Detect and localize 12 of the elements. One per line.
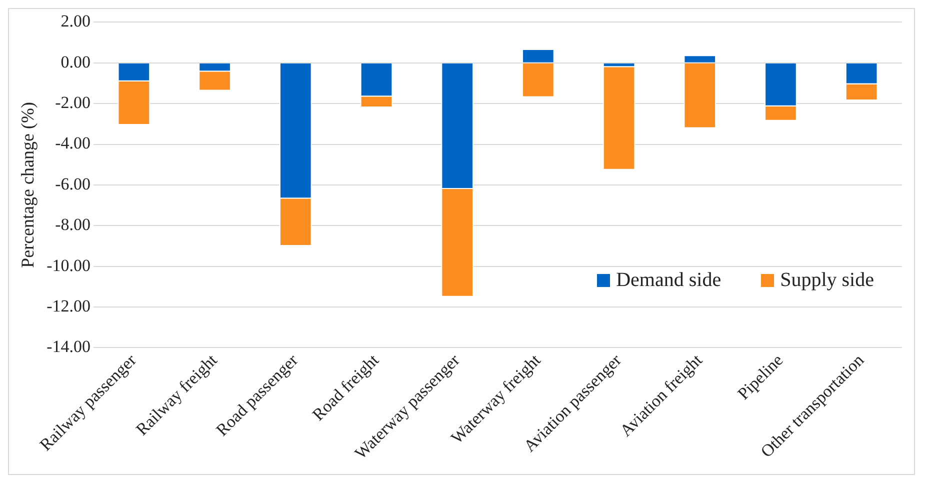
y-tick-label: -6.00: [55, 174, 91, 194]
y-tick-label: -2.00: [55, 93, 91, 112]
y-tick-label: -12.00: [46, 296, 91, 316]
y-tick-label: -14.00: [46, 337, 91, 356]
y-tick-label: 2.00: [60, 12, 91, 31]
y-tick-label: 0.00: [60, 52, 91, 72]
y-tick-label: -10.00: [46, 256, 91, 275]
y-tick-label: -4.00: [55, 134, 91, 153]
y-axis-title: Percentage change (%): [18, 102, 38, 268]
legend-label: Demand side: [616, 269, 722, 292]
y-tick-label: -8.00: [55, 215, 91, 234]
legend-label: Supply side: [780, 269, 874, 292]
